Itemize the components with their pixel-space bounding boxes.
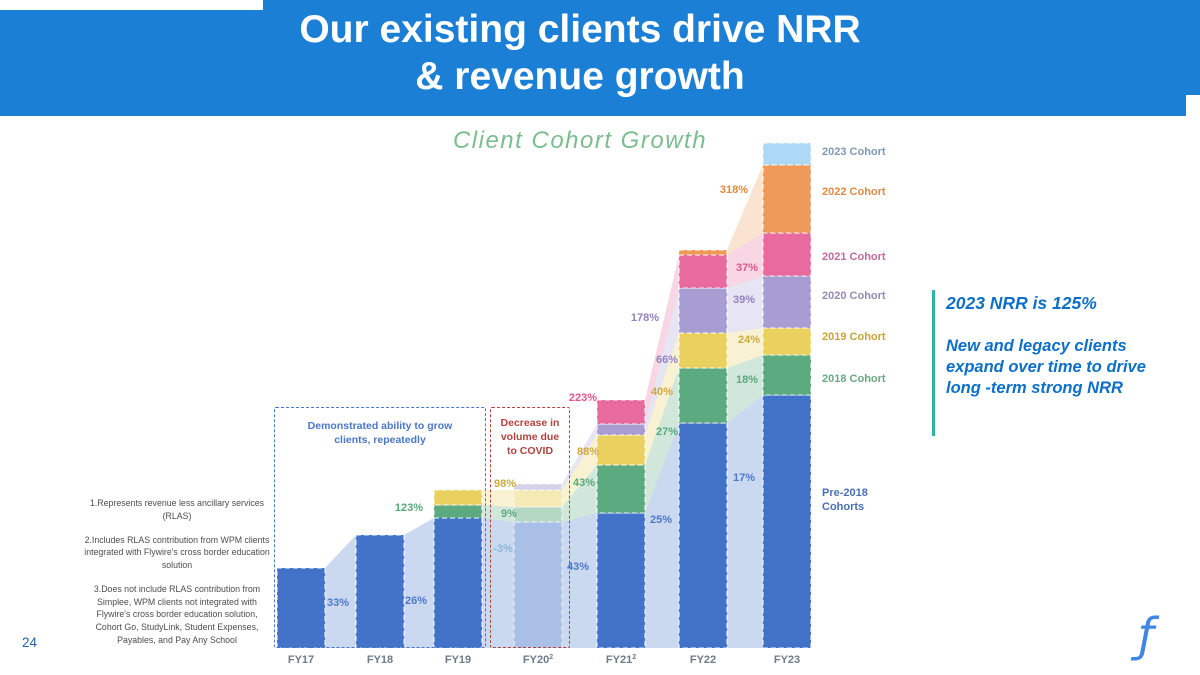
slide-title-line1: Our existing clients drive NRR (299, 8, 861, 51)
growth-label-8-43%: 43% (573, 477, 595, 489)
x-axis-label-FY17: FY17 (288, 654, 314, 666)
bar-segment-FY21-c2020 (596, 423, 646, 436)
annotation-covid-text: Decrease in volume due to COVID (500, 417, 560, 458)
growth-label-6-223%: 223% (569, 392, 597, 404)
bar-segment-FY18-pre2018 (355, 534, 405, 649)
growth-label-20-17%: 17% (733, 472, 755, 484)
nrr-callout: 2023 NRR is 125% New and legacy clients … (946, 293, 1160, 399)
x-axis-label-FY22: FY22 (690, 654, 716, 666)
bar-segment-FY22-c2022 (678, 249, 728, 256)
x-axis-label-FY23: FY23 (774, 654, 800, 666)
growth-label-11-66%: 66% (656, 354, 678, 366)
bar-segment-FY22-pre2018 (678, 422, 728, 649)
growth-label-15-318%: 318% (720, 184, 748, 196)
flow-ribbon-c2019-FY22-to-FY23 (727, 328, 763, 368)
bar-segment-FY22-c2019 (678, 332, 728, 369)
flow-ribbon-c2020-FY22-to-FY23 (727, 276, 763, 333)
flow-ribbon-pre2018-FY21-to-FY22 (645, 423, 679, 648)
bar-segment-FY22-c2018 (678, 367, 728, 424)
nrr-callout-headline: 2023 NRR is 125% (946, 293, 1097, 313)
growth-label-2-123%: 123% (395, 502, 423, 514)
annotation-growth-box: Demonstrated ability to grow clients, re… (274, 407, 486, 648)
bar-segment-FY23-pre2018 (762, 394, 812, 649)
x-axis-label-FY20: FY202 (523, 654, 553, 666)
slide-title-line2: & revenue growth (415, 54, 745, 98)
flow-ribbon-c2019-FY21-to-FY22 (645, 333, 679, 465)
growth-label-3-98%: 98% (494, 478, 516, 490)
bar-segment-FY23-c2020 (762, 275, 812, 329)
bar-segment-FY21-c2019 (596, 434, 646, 466)
slide-title: Our existing clients drive NRR & revenue … (0, 7, 1160, 101)
bar-segment-FY23-c2021 (762, 232, 812, 277)
annotation-covid-box: Decrease in volume due to COVID (490, 407, 570, 648)
growth-label-18-24%: 24% (738, 334, 760, 346)
title-banner: Our existing clients drive NRR & revenue … (0, 0, 1200, 116)
bar-segment-FY23-c2019 (762, 327, 812, 356)
chart-title: Client Cohort Growth (452, 127, 708, 154)
x-axis-label-FY21: FY212 (606, 654, 636, 666)
bar-segment-FY22-c2021 (678, 254, 728, 289)
flow-ribbon-pre2018-FY18-to-FY19 (404, 518, 434, 648)
bar-segment-FY17-pre2018 (276, 567, 326, 649)
bar-segment-FY19-c2019 (433, 489, 483, 506)
bar-segment-FY22-c2020 (678, 287, 728, 334)
growth-label-7-88%: 88% (577, 446, 599, 458)
bar-segment-FY20-c2020 (513, 483, 563, 491)
growth-label-4-9%: 9% (501, 508, 517, 520)
bar-segment-FY21-c2018 (596, 464, 646, 514)
flow-ribbon-pre2018-FY17-to-FY18 (325, 535, 356, 648)
footnote-1: 1.Represents revenue less ancillary serv… (89, 498, 265, 521)
growth-label-19-18%: 18% (736, 374, 758, 386)
flywire-logo-icon: ƒ (1138, 608, 1155, 662)
nrr-callout-body: New and legacy clients expand over time … (946, 337, 1146, 398)
bar-segment-FY23-c2018 (762, 354, 812, 396)
flow-ribbon-c2018-FY22-to-FY23 (727, 355, 763, 423)
growth-label-16-37%: 37% (736, 262, 758, 274)
flow-ribbon-c2020-FY20-to-FY21 (562, 424, 597, 490)
footnote-3: 3.Does not include RLAS contribution fro… (93, 583, 261, 645)
callout-accent-line (932, 290, 935, 436)
footnotes: 1.Represents revenue less ancillary serv… (84, 497, 270, 658)
banner-notch-bottom-right (1186, 95, 1200, 116)
flow-ribbon-c2022-FY22-to-FY23 (727, 165, 763, 255)
growth-label-5--3%: -3% (493, 543, 513, 555)
annotation-growth-text: Demonstrated ability to grow clients, re… (307, 420, 453, 447)
footnote-2: 2.Includes RLAS contribution from WPM cl… (84, 534, 270, 571)
banner-notch-top-left (0, 0, 263, 10)
flow-ribbon-c2021-FY21-to-FY22 (645, 255, 679, 424)
flow-ribbon-c2021-FY22-to-FY23 (727, 233, 763, 288)
growth-label-14-25%: 25% (650, 514, 672, 526)
x-axis-label-FY18: FY18 (367, 654, 393, 666)
bar-segment-FY21-c2021 (596, 399, 646, 425)
flow-ribbon-c2019-FY20-to-FY21 (562, 435, 597, 507)
flow-ribbon-c2020-FY21-to-FY22 (645, 288, 679, 435)
bar-segment-FY23-c2023 (762, 142, 812, 166)
bar-segment-FY21-pre2018 (596, 512, 646, 649)
bar-segment-FY19-pre2018 (433, 517, 483, 649)
x-axis-label-FY19: FY19 (445, 654, 471, 666)
flow-ribbon-c2018-FY21-to-FY22 (645, 368, 679, 513)
bar-segment-FY23-c2022 (762, 164, 812, 234)
growth-label-12-40%: 40% (651, 386, 673, 398)
growth-label-0-33%: 33% (327, 597, 349, 609)
growth-label-17-39%: 39% (733, 294, 755, 306)
bar-segment-FY20-c2019 (513, 489, 563, 508)
growth-label-13-27%: 27% (656, 426, 678, 438)
bar-segment-FY20-pre2018 (513, 521, 563, 649)
bar-segment-FY20-c2018 (513, 506, 563, 523)
page-number: 24 (22, 635, 38, 650)
flow-ribbon-pre2018-FY20-to-FY21 (562, 513, 597, 648)
growth-label-9-43%: 43% (567, 561, 589, 573)
flow-ribbon-c2018-FY20-to-FY21 (562, 465, 597, 522)
flow-ribbon-pre2018-FY22-to-FY23 (727, 395, 763, 648)
growth-label-1-26%: 26% (405, 595, 427, 607)
growth-label-10-178%: 178% (631, 312, 659, 324)
